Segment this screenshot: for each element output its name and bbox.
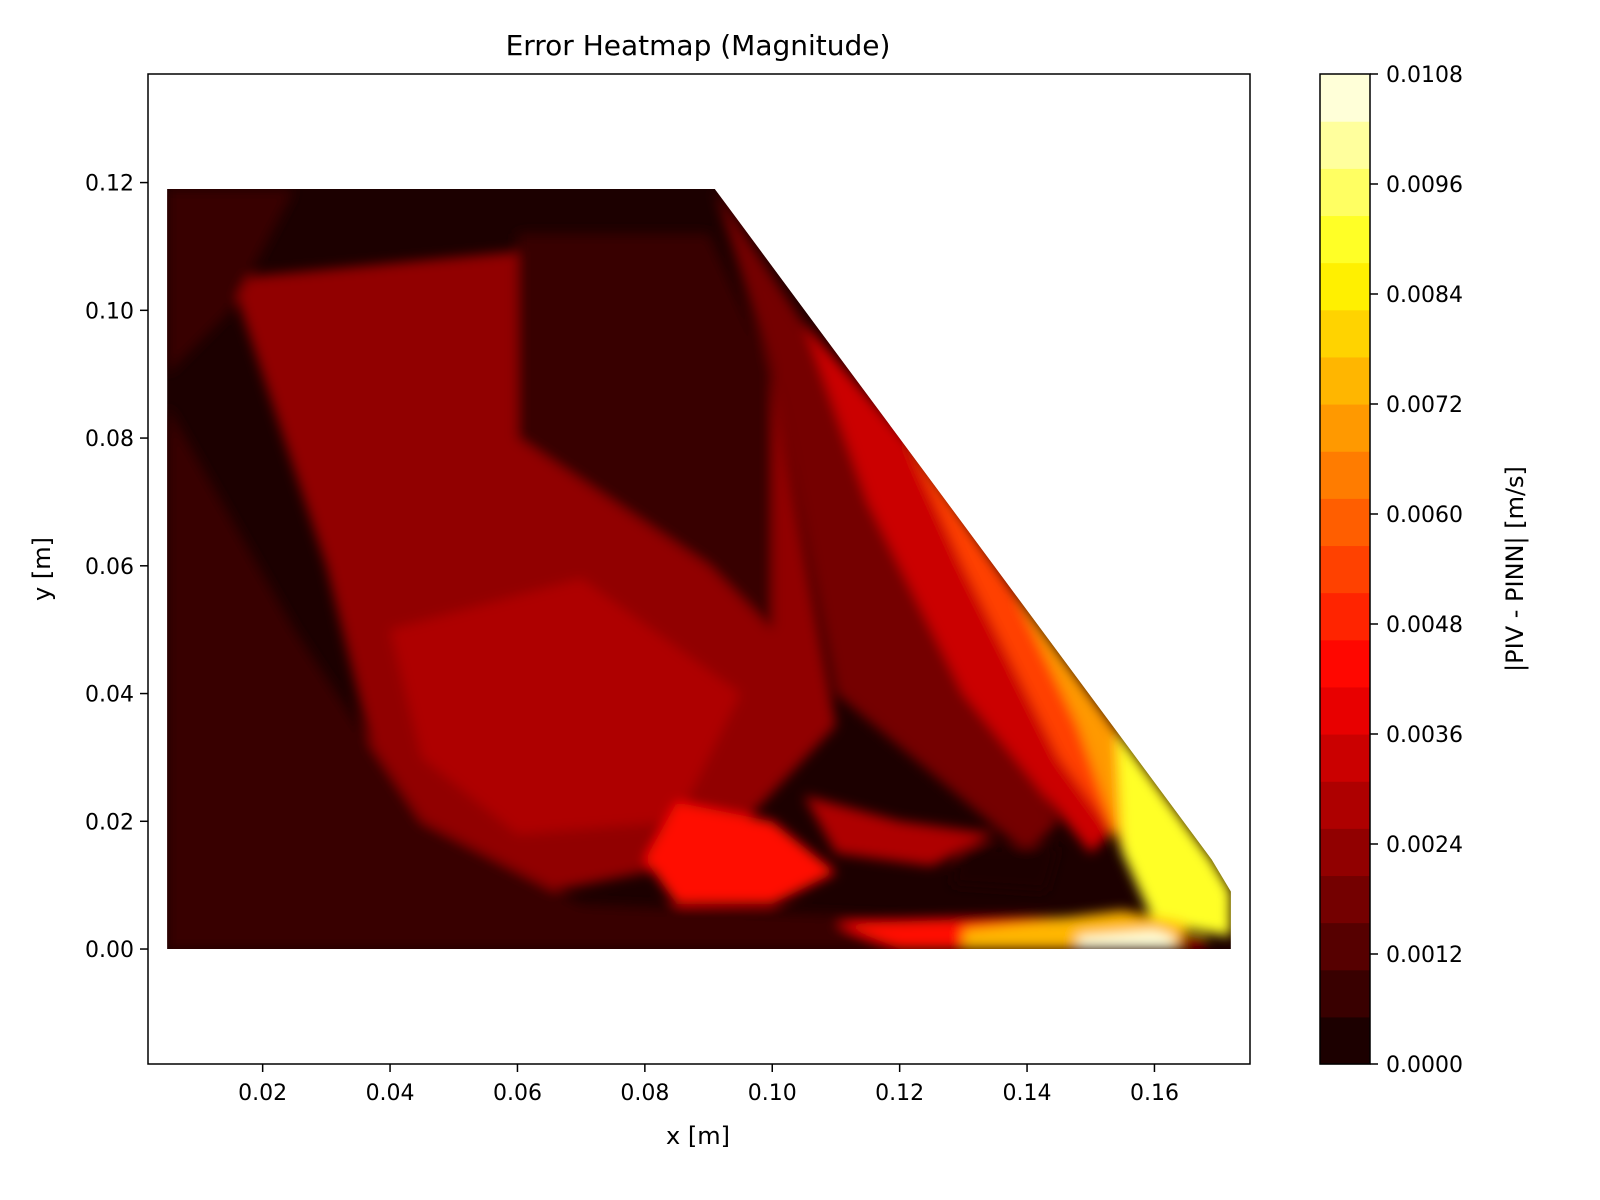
colorbar-level — [1320, 686, 1370, 735]
colorbar-level — [1320, 545, 1370, 594]
y-tick-label: 0.10 — [85, 299, 134, 324]
heatmap-field — [167, 189, 1231, 949]
x-tick-label: 0.16 — [1130, 1081, 1179, 1106]
error-region — [167, 406, 1155, 949]
colorbar-tick-label: 0.0108 — [1386, 63, 1463, 88]
y-axis: 0.00 0.02 0.04 0.06 0.08 0.10 0.12 — [85, 172, 148, 963]
error-region — [390, 578, 741, 835]
colorbar-tick-label: 0.0072 — [1386, 393, 1463, 418]
error-region — [167, 189, 295, 375]
x-tick-label: 0.14 — [1003, 1081, 1052, 1106]
colorbar — [1320, 74, 1370, 1065]
colorbar-level — [1320, 215, 1370, 264]
x-axis: 0.02 0.04 0.06 0.08 0.10 0.12 0.14 0.16 — [238, 1064, 1179, 1106]
y-axis-label: y [m] — [28, 537, 56, 601]
x-tick-label: 0.02 — [238, 1081, 287, 1106]
colorbar-tick-label: 0.0096 — [1386, 173, 1463, 198]
x-tick-label: 0.04 — [366, 1081, 415, 1106]
plot-frame — [147, 73, 1251, 1065]
colorbar-axis: 0.0000 0.0012 0.0024 0.0036 0.0048 0.0060 0.00… — [1370, 63, 1463, 1078]
colorbar-level — [1320, 828, 1370, 877]
error-region — [950, 846, 1059, 892]
y-tick-label: 0.02 — [85, 810, 134, 835]
colorbar-level — [1320, 451, 1370, 499]
x-tick-label: 0.12 — [875, 1081, 924, 1106]
y-tick-label: 0.00 — [85, 938, 134, 963]
colorbar-level — [1320, 969, 1370, 1018]
colorbar-tick-label: 0.0048 — [1386, 613, 1463, 638]
colorbar-level — [1320, 121, 1370, 169]
colorbar-tick-label: 0.0084 — [1386, 283, 1463, 308]
error-region — [1116, 731, 1231, 937]
colorbar-level — [1320, 404, 1370, 452]
colorbar-level — [1320, 639, 1370, 688]
colorbar-level — [1320, 875, 1370, 924]
error-region — [644, 802, 836, 905]
colorbar-tick-label: 0.0012 — [1386, 943, 1463, 968]
colorbar-level — [1320, 168, 1370, 217]
error-region — [1078, 929, 1174, 949]
colorbar-level — [1320, 1016, 1370, 1065]
colorbar-level — [1320, 781, 1370, 829]
chart-title: Error Heatmap (Magnitude) — [506, 29, 891, 62]
colorbar-label: |PIV - PINN| [m/s] — [1501, 466, 1529, 672]
colorbar-level — [1320, 498, 1370, 547]
colorbar-tick-label: 0.0000 — [1386, 1053, 1463, 1078]
colorbar-level — [1320, 309, 1370, 358]
y-tick-label: 0.04 — [85, 683, 134, 708]
error-region — [517, 233, 773, 630]
y-tick-label: 0.08 — [85, 427, 134, 452]
colorbar-frame — [1319, 73, 1371, 1065]
x-tick-label: 0.06 — [493, 1081, 542, 1106]
error-region — [1179, 936, 1206, 949]
colorbar-level — [1320, 262, 1370, 311]
y-tick-label: 0.12 — [85, 172, 134, 197]
colorbar-level — [1320, 922, 1370, 971]
colorbar-level — [1320, 734, 1370, 782]
colorbar-tick-label: 0.0036 — [1386, 723, 1463, 748]
colorbar-tick-label: 0.0060 — [1386, 503, 1463, 528]
x-axis-label: x [m] — [666, 1122, 730, 1150]
y-tick-label: 0.06 — [85, 555, 134, 580]
x-tick-label: 0.10 — [748, 1081, 797, 1106]
colorbar-level — [1320, 356, 1370, 405]
colorbar-level — [1320, 74, 1370, 122]
x-tick-label: 0.08 — [620, 1081, 669, 1106]
colorbar-level — [1320, 592, 1370, 641]
colorbar-tick-label: 0.0024 — [1386, 833, 1463, 858]
error-region — [804, 795, 996, 866]
